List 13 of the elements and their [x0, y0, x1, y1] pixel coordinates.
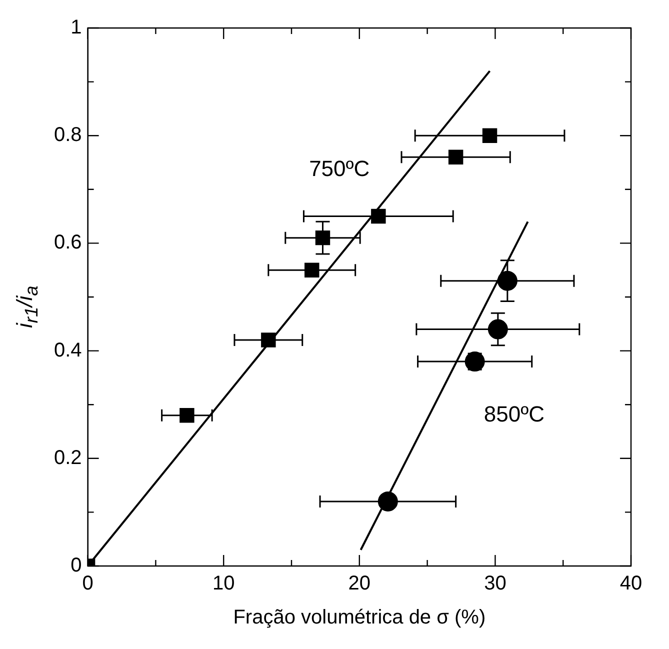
series-label: 850ºC [484, 401, 545, 426]
x-tick-label: 20 [348, 572, 371, 595]
y-tick-label: 0 [70, 554, 82, 577]
x-axis-title: Fração volumétrica de σ (%) [233, 606, 486, 629]
series-label: 750ºC [309, 156, 370, 182]
y-tick-label: 0.2 [54, 446, 82, 469]
y-tick-label: 0.6 [54, 232, 82, 254]
y-tick-label: 0.4 [54, 339, 82, 362]
y-tick-label: 1 [70, 16, 82, 39]
y-tick-label: 0.8 [54, 124, 82, 146]
x-tick-label: 40 [620, 572, 642, 595]
x-tick-label: 30 [484, 572, 506, 595]
x-tick-label: 10 [212, 572, 235, 595]
